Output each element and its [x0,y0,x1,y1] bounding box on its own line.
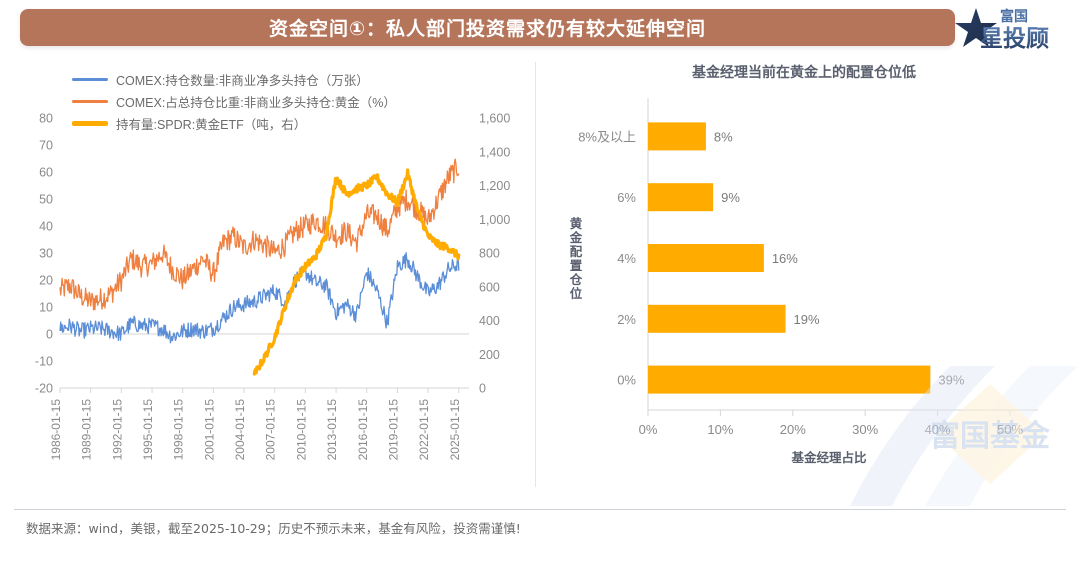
svg-text:2019-01-15: 2019-01-15 [386,399,400,461]
svg-text:2007-01-15: 2007-01-15 [264,399,278,461]
legend-item-spdr-etf: 持有量:SPDR:黄金ETF（吨，右） [72,114,396,133]
svg-text:2004-01-15: 2004-01-15 [233,399,247,461]
logo-text-main: 星投顾 [980,26,1049,52]
svg-text:-20: -20 [35,382,53,396]
legend-item-comex-net-long: COMEX:持仓数量:非商业净多头持仓（万张） [72,70,396,89]
svg-text:70: 70 [39,139,53,153]
star-icon [955,8,997,47]
svg-text:2016-01-15: 2016-01-15 [356,399,370,461]
svg-text:800: 800 [479,247,500,261]
svg-text:9%: 9% [721,190,740,205]
svg-text:60: 60 [39,166,53,180]
svg-text:2013-01-15: 2013-01-15 [325,399,339,461]
page-title: 资金空间①：私人部门投资需求仍有较大延伸空间 [268,18,707,40]
svg-text:8%: 8% [714,129,733,144]
svg-text:20%: 20% [780,422,806,437]
svg-text:0%: 0% [639,422,658,437]
svg-text:1986-01-15: 1986-01-15 [49,399,63,461]
svg-text:位: 位 [570,286,583,301]
svg-text:20: 20 [39,274,53,288]
svg-text:1,000: 1,000 [479,213,510,227]
svg-text:0%: 0% [617,373,636,388]
svg-text:2%: 2% [617,312,636,327]
brand-logo: 富国 星投顾 [954,4,1070,52]
legend-label-spdr-etf: 持有量:SPDR:黄金ETF（吨，右） [116,118,307,132]
svg-text:-10: -10 [35,355,53,369]
svg-text:30%: 30% [852,422,878,437]
svg-text:1998-01-15: 1998-01-15 [172,399,186,461]
svg-text:400: 400 [479,314,500,328]
svg-text:40: 40 [39,220,53,234]
gold-allocation-chart: 基金经理当前在黄金上的配置仓位低 0% 10% 20% 30% 40% 50% 基金经理占比… [540,58,1068,498]
svg-text:200: 200 [479,348,500,362]
svg-text:1995-01-15: 1995-01-15 [141,399,155,461]
legend-label-comex-share: COMEX:占总持仓比重:非商业多头持仓:黄金（%） [116,96,396,110]
svg-text:50: 50 [39,193,53,207]
svg-text:1,600: 1,600 [479,112,510,126]
svg-text:2025-01-15: 2025-01-15 [448,399,462,461]
right-chart-title: 基金经理当前在黄金上的配置仓位低 [692,65,916,81]
svg-text:600: 600 [479,280,500,294]
svg-text:2010-01-15: 2010-01-15 [294,399,308,461]
svg-text:基金经理占比: 基金经理占比 [790,450,867,465]
brand-logo-svg: 富国 星投顾 [955,8,1049,52]
footer-divider [14,509,1066,510]
svg-text:置: 置 [570,258,583,273]
legend-swatch-orange [72,100,108,103]
svg-text:1,200: 1,200 [479,179,510,193]
line-plot-canvas: -20-100102030405060708002004006008001,00… [35,112,510,461]
svg-text:19%: 19% [794,312,820,327]
svg-text:1989-01-15: 1989-01-15 [80,399,94,461]
content-card [14,55,1066,505]
svg-text:10%: 10% [707,422,733,437]
svg-text:4%: 4% [617,251,636,266]
logo-text-top: 富国 [1000,8,1028,25]
legend-item-comex-share: COMEX:占总持仓比重:非商业多头持仓:黄金（%） [72,92,396,111]
svg-text:40%: 40% [925,422,951,437]
legend-label-comex-net-long: COMEX:持仓数量:非商业净多头持仓（万张） [116,74,369,88]
comex-positions-chart: COMEX:持仓数量:非商业净多头持仓（万张） COMEX:占总持仓比重:非商业… [14,58,534,498]
svg-text:0: 0 [46,328,53,342]
header-banner: 资金空间①：私人部门投资需求仍有较大延伸空间 [20,9,955,46]
svg-text:16%: 16% [772,251,798,266]
legend-swatch-gold [72,121,108,126]
svg-text:0: 0 [479,382,486,396]
svg-text:2001-01-15: 2001-01-15 [202,399,216,461]
panel-divider [535,62,536,487]
svg-text:1992-01-15: 1992-01-15 [110,399,124,461]
chart-legend: COMEX:持仓数量:非商业净多头持仓（万张） COMEX:占总持仓比重:非商业… [72,70,396,136]
svg-text:80: 80 [39,112,53,126]
svg-text:1,400: 1,400 [479,145,510,159]
svg-text:8%及以上: 8%及以上 [578,129,636,144]
svg-text:2022-01-15: 2022-01-15 [417,399,431,461]
svg-text:6%: 6% [617,190,636,205]
svg-text:金: 金 [569,230,583,245]
svg-text:黄: 黄 [570,216,583,231]
svg-text:配: 配 [570,244,583,259]
legend-swatch-blue [72,78,108,81]
svg-text:10: 10 [39,301,53,315]
svg-text:39%: 39% [938,373,964,388]
svg-text:50%: 50% [997,422,1023,437]
svg-text:30: 30 [39,247,53,261]
svg-text:仓: 仓 [569,272,583,287]
data-source-note: 数据来源：wind，美银，截至2025-10-29；历史不预示未来，基金有风险，… [26,521,521,536]
